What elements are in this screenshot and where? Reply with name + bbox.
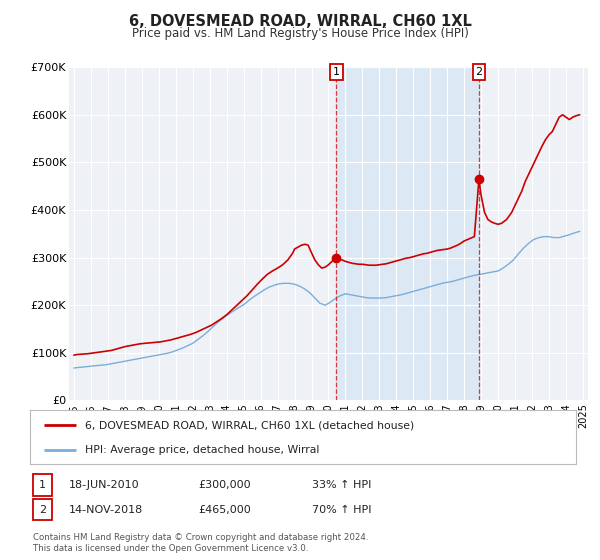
Text: Price paid vs. HM Land Registry's House Price Index (HPI): Price paid vs. HM Land Registry's House … <box>131 27 469 40</box>
Text: Contains HM Land Registry data © Crown copyright and database right 2024.
This d: Contains HM Land Registry data © Crown c… <box>33 533 368 553</box>
Text: 1: 1 <box>333 67 340 77</box>
Text: 6, DOVESMEAD ROAD, WIRRAL, CH60 1XL: 6, DOVESMEAD ROAD, WIRRAL, CH60 1XL <box>128 14 472 29</box>
Bar <box>337 67 479 400</box>
Text: 6, DOVESMEAD ROAD, WIRRAL, CH60 1XL (detached house): 6, DOVESMEAD ROAD, WIRRAL, CH60 1XL (det… <box>85 421 414 431</box>
Text: HPI: Average price, detached house, Wirral: HPI: Average price, detached house, Wirr… <box>85 445 319 455</box>
Text: £465,000: £465,000 <box>198 505 251 515</box>
Text: 14-NOV-2018: 14-NOV-2018 <box>69 505 143 515</box>
Text: 18-JUN-2010: 18-JUN-2010 <box>69 480 140 490</box>
Text: 70% ↑ HPI: 70% ↑ HPI <box>312 505 371 515</box>
Text: 33% ↑ HPI: 33% ↑ HPI <box>312 480 371 490</box>
Text: 2: 2 <box>39 505 46 515</box>
Text: 1: 1 <box>39 480 46 490</box>
Text: £300,000: £300,000 <box>198 480 251 490</box>
Text: 2: 2 <box>475 67 482 77</box>
